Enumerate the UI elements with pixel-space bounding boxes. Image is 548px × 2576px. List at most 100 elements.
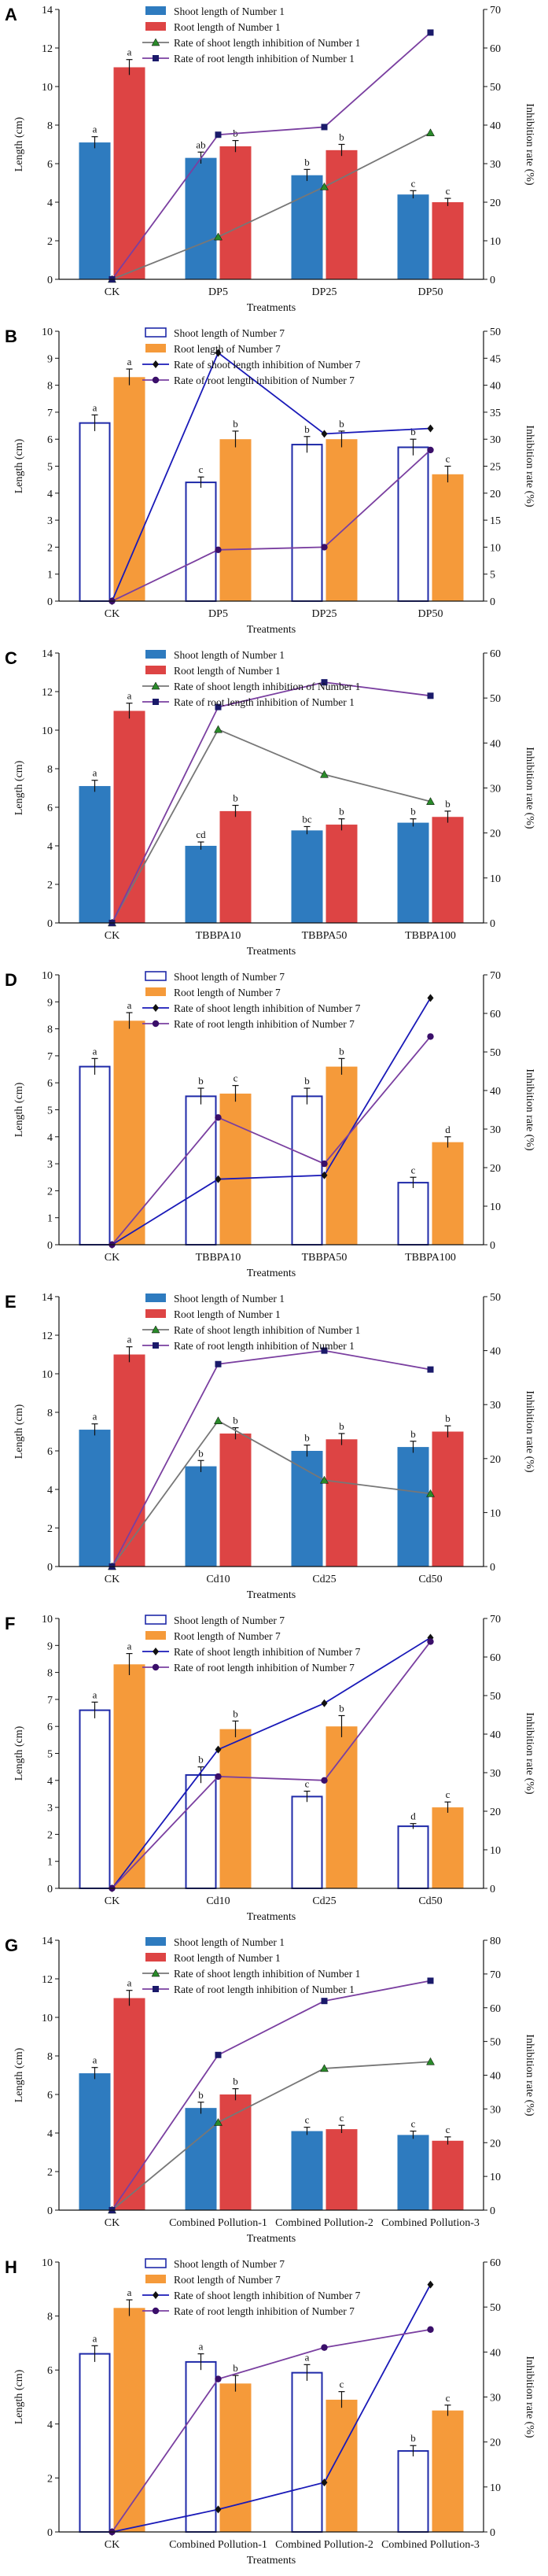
legend-item: Rate of shoot length inhibition of Numbe… bbox=[142, 2290, 361, 2301]
significance-label: c bbox=[446, 453, 451, 465]
x-axis-label: Treatments bbox=[247, 2555, 296, 2567]
y-tick-label: 0 bbox=[47, 275, 53, 286]
significance-label: a bbox=[305, 2351, 310, 2363]
legend-marker bbox=[153, 360, 159, 368]
y-axis-label: Length (cm) bbox=[13, 1404, 25, 1459]
bar bbox=[79, 1430, 111, 1567]
line-point bbox=[427, 1366, 434, 1373]
y-tick-label: 2 bbox=[47, 1186, 53, 1198]
legend-label: Shoot length of Number 1 bbox=[174, 1293, 285, 1305]
y-tick-label: 10 bbox=[42, 2257, 53, 2269]
y2-tick-label: 10 bbox=[490, 542, 501, 554]
y2-tick-label: 60 bbox=[490, 1652, 501, 1664]
x-tick-label: DP50 bbox=[418, 286, 443, 298]
y-tick-label: 14 bbox=[42, 648, 53, 660]
legend-item: Rate of shoot length inhibition of Numbe… bbox=[142, 359, 361, 371]
legend-label: Rate of shoot length inhibition of Numbe… bbox=[174, 37, 360, 49]
chart-panel-c: Ca cd bc b a b b b 0 2 4 6 8 10 12 14 0 10 20 30 40 50 60 CK TBB… bbox=[5, 648, 535, 958]
significance-label: a bbox=[93, 124, 97, 135]
bar bbox=[432, 2140, 464, 2210]
legend-label: Root length of Number 7 bbox=[174, 2274, 281, 2286]
panel-letter: F bbox=[5, 1614, 15, 1633]
significance-label: cd bbox=[196, 829, 206, 840]
legend-label: Root length of Number 1 bbox=[174, 665, 281, 677]
panel-letter: E bbox=[5, 1292, 17, 1312]
y-tick-label: 8 bbox=[47, 2051, 53, 2063]
legend-marker bbox=[153, 1648, 159, 1655]
y2-tick-label: 40 bbox=[490, 381, 501, 393]
significance-label: b bbox=[233, 2362, 238, 2374]
y-tick-label: 12 bbox=[42, 1330, 53, 1342]
y-axis-label: Length (cm) bbox=[13, 1725, 25, 1781]
legend-swatch bbox=[145, 1631, 166, 1640]
legend-swatch bbox=[145, 344, 166, 352]
legend-item: Rate of shoot length inhibition of Numbe… bbox=[142, 1646, 361, 1658]
line-point bbox=[215, 1175, 222, 1183]
legend: Shoot length of Number 1 Root length of N… bbox=[142, 1936, 360, 1995]
significance-label: d bbox=[410, 1810, 416, 1822]
legend-label: Shoot length of Number 7 bbox=[174, 971, 285, 983]
significance-label: a bbox=[127, 356, 132, 367]
y-tick-label: 6 bbox=[47, 2365, 53, 2377]
line-point bbox=[215, 1745, 222, 1754]
y-tick-label: 10 bbox=[42, 725, 53, 737]
x-axis-label: Treatments bbox=[247, 2233, 296, 2245]
bar bbox=[432, 817, 464, 923]
legend-item: Shoot length of Number 7 bbox=[145, 971, 285, 983]
y-tick-label: 10 bbox=[42, 1369, 53, 1381]
significance-label: b bbox=[339, 1420, 344, 1432]
line-point bbox=[321, 124, 328, 131]
y-tick-label: 4 bbox=[47, 489, 53, 500]
legend: Shoot length of Number 1 Root length of N… bbox=[142, 6, 360, 65]
significance-label: b bbox=[233, 418, 238, 430]
x-tick-label: CK bbox=[105, 2217, 120, 2229]
y2-tick-label: 0 bbox=[490, 596, 495, 608]
y2-tick-label: 30 bbox=[490, 434, 501, 446]
legend-item: Shoot length of Number 7 bbox=[145, 2258, 285, 2270]
x-tick-label: CK bbox=[105, 1252, 120, 1264]
y-tick-label: 5 bbox=[47, 1105, 53, 1117]
bar bbox=[325, 2129, 358, 2210]
line-point bbox=[426, 797, 435, 805]
y-tick-label: 10 bbox=[42, 1614, 53, 1626]
bar-series-shoot: a b b c bbox=[79, 1045, 429, 1246]
legend-label: Root length of Number 1 bbox=[174, 21, 281, 33]
line-series-root-inhibition bbox=[108, 1347, 434, 1570]
bar bbox=[432, 474, 464, 601]
significance-label: c bbox=[411, 177, 416, 189]
y-tick-label: 6 bbox=[47, 1078, 53, 1090]
significance-label: b bbox=[198, 1075, 204, 1087]
legend-label: Rate of root length inhibition of Number… bbox=[174, 1018, 355, 1030]
y2-tick-label: 60 bbox=[490, 1009, 501, 1020]
series-line bbox=[111, 1640, 432, 1889]
bar bbox=[397, 194, 429, 279]
y-tick-label: 8 bbox=[47, 381, 53, 393]
y-tick-label: 5 bbox=[47, 462, 53, 474]
line-series-shoot-inhibition bbox=[108, 994, 434, 1249]
series-line bbox=[111, 352, 431, 602]
significance-label: a bbox=[93, 2332, 97, 2344]
line-point bbox=[215, 349, 222, 357]
line-point bbox=[215, 131, 222, 138]
bar bbox=[219, 810, 252, 923]
legend-item: Rate of root length inhibition of Number… bbox=[142, 375, 355, 386]
y-tick-label: 7 bbox=[47, 408, 53, 419]
x-tick-label: Combined Pollution-3 bbox=[381, 2217, 480, 2229]
bar bbox=[397, 1825, 429, 1889]
legend-item: Root length of Number 7 bbox=[145, 987, 281, 998]
series-line bbox=[112, 2284, 432, 2533]
bar bbox=[432, 1142, 464, 1245]
x-tick-label: Cd10 bbox=[206, 1574, 230, 1585]
legend-marker bbox=[152, 376, 160, 384]
y-tick-label: 1 bbox=[47, 570, 53, 581]
significance-label: b bbox=[304, 423, 310, 435]
x-tick-label: TBBPA100 bbox=[405, 1252, 456, 1264]
significance-label: c bbox=[446, 185, 451, 197]
bar bbox=[325, 1439, 358, 1567]
legend-swatch bbox=[145, 22, 166, 31]
y2-tick-label: 30 bbox=[490, 159, 501, 171]
line-point bbox=[321, 1347, 328, 1354]
legend-item: Rate of shoot length inhibition of Numbe… bbox=[142, 1002, 361, 1014]
significance-label: b bbox=[339, 1045, 344, 1057]
line-point bbox=[321, 1160, 328, 1168]
